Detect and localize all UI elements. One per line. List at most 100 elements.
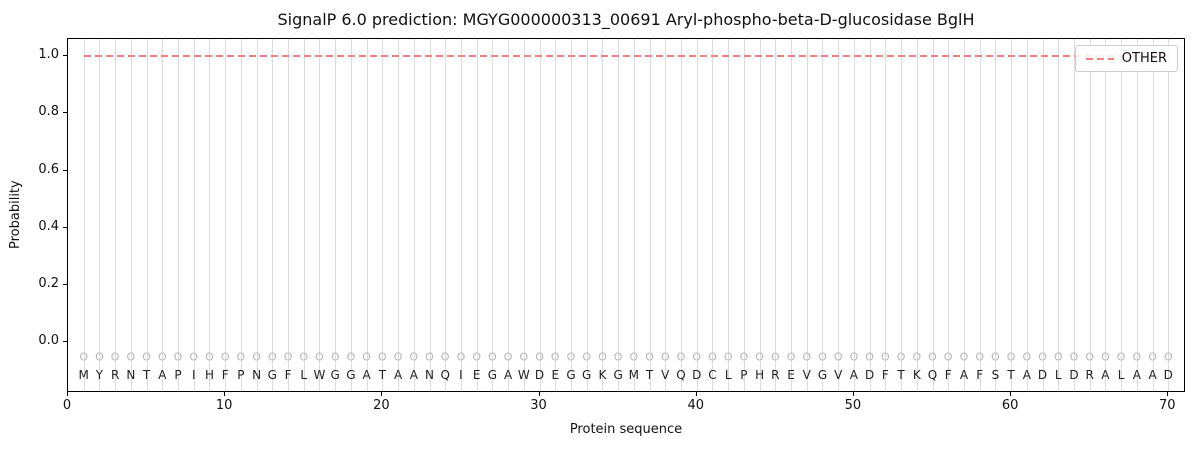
x-tick-label: 10 <box>215 398 233 413</box>
residue-predicted-label: O <box>802 350 812 364</box>
residue-letter: A <box>1101 368 1110 383</box>
residue-letter: D <box>1037 368 1048 383</box>
residue-predicted-label: O <box>723 350 733 364</box>
residue-gridline <box>743 39 745 391</box>
y-tick-label: 0.8 <box>38 104 59 120</box>
residue-predicted-label: O <box>110 350 120 364</box>
residue-gridline <box>1089 39 1091 391</box>
residue-gridline <box>209 39 211 391</box>
y-tick-label: 0.4 <box>38 218 59 234</box>
residue-gridline <box>508 39 510 391</box>
residue-predicted-label: O <box>393 350 403 364</box>
residue-letter: A <box>1022 368 1031 383</box>
residue-letter: G <box>487 368 498 383</box>
residue-gridline <box>586 39 588 391</box>
residue-letter: F <box>284 368 292 383</box>
residue-letter: L <box>724 368 732 383</box>
y-tick-mark <box>63 55 67 57</box>
residue-predicted-label: O <box>896 350 906 364</box>
residue-letter: A <box>393 368 403 383</box>
residue-predicted-label: O <box>943 350 953 364</box>
residue-predicted-label: O <box>818 350 827 364</box>
residue-letter: F <box>944 368 952 383</box>
residue-gridline <box>1105 39 1107 391</box>
residue-gridline <box>728 39 730 391</box>
residue-predicted-label: O <box>330 350 340 364</box>
residue-predicted-label: O <box>362 350 371 364</box>
residue-predicted-label: O <box>975 350 984 364</box>
residue-gridline <box>225 39 227 391</box>
residue-predicted-label: O <box>1006 350 1016 364</box>
residue-gridline <box>995 39 997 391</box>
residue-predicted-label: O <box>1101 350 1110 364</box>
residue-predicted-label: O <box>598 350 607 364</box>
residue-predicted-label: O <box>425 350 434 364</box>
residue-predicted-label: O <box>613 350 623 364</box>
residue-predicted-label: O <box>488 350 497 364</box>
y-tick-label: 0.6 <box>38 161 59 177</box>
residue-predicted-label: O <box>1116 350 1126 364</box>
residue-letter: A <box>1148 368 1157 383</box>
residue-gridline <box>240 39 242 391</box>
residue-gridline <box>963 39 965 391</box>
residue-gridline <box>1011 39 1013 391</box>
residue-letter: W <box>517 368 530 383</box>
x-tick-mark <box>1167 392 1169 396</box>
residue-gridline <box>901 39 903 391</box>
residue-letter: H <box>204 368 214 383</box>
x-tick-label: 20 <box>373 398 390 413</box>
residue-gridline <box>288 39 290 391</box>
residue-letter: G <box>613 368 623 383</box>
x-tick-mark <box>224 392 226 396</box>
residue-predicted-label: O <box>267 350 277 364</box>
residue-letter: P <box>237 368 245 383</box>
residue-gridline <box>570 39 572 391</box>
residue-letter: C <box>708 368 717 383</box>
y-tick-label: 1.0 <box>38 47 59 63</box>
residue-letter: A <box>362 368 371 383</box>
residue-gridline <box>712 39 714 391</box>
residue-gridline <box>885 39 887 391</box>
residue-gridline <box>523 39 525 391</box>
residue-letter: A <box>849 368 859 383</box>
residue-predicted-label: O <box>739 350 749 364</box>
residue-predicted-label: O <box>142 350 151 364</box>
residue-predicted-label: O <box>456 350 466 364</box>
residue-gridline <box>869 39 871 391</box>
residue-gridline <box>1042 39 1044 391</box>
other-probability-line <box>83 55 1169 58</box>
residue-gridline <box>633 39 635 391</box>
residue-letter: A <box>1132 368 1141 383</box>
residue-predicted-label: O <box>315 350 324 364</box>
residue-gridline <box>1168 39 1170 391</box>
residue-letter: Q <box>927 368 938 383</box>
residue-predicted-label: O <box>378 350 387 364</box>
residue-predicted-label: O <box>95 350 104 364</box>
residue-gridline <box>178 39 180 391</box>
residue-predicted-label: O <box>157 350 167 364</box>
residue-gridline <box>979 39 981 391</box>
residue-letter: P <box>174 368 182 383</box>
residue-letter: D <box>865 368 875 383</box>
residue-predicted-label: O <box>1069 350 1079 364</box>
residue-gridline <box>272 39 274 391</box>
y-tick-mark <box>63 341 67 343</box>
residue-gridline <box>696 39 698 391</box>
residue-letter: V <box>802 368 811 383</box>
residue-letter: G <box>582 368 592 383</box>
x-tick-mark <box>67 392 68 396</box>
residue-predicted-label: O <box>708 350 717 364</box>
residue-letter: G <box>346 368 356 383</box>
residue-predicted-label: O <box>582 350 592 364</box>
residue-letter: R <box>110 368 120 383</box>
residue-predicted-label: O <box>1038 350 1047 364</box>
residue-gridline <box>1136 39 1138 391</box>
y-tick-mark <box>63 284 67 286</box>
residue-gridline <box>492 39 494 391</box>
residue-gridline <box>193 39 195 391</box>
residue-letter: D <box>534 368 545 383</box>
residue-letter: R <box>771 368 780 383</box>
residue-letter: R <box>1085 368 1094 383</box>
residue-letter: V <box>834 368 843 383</box>
